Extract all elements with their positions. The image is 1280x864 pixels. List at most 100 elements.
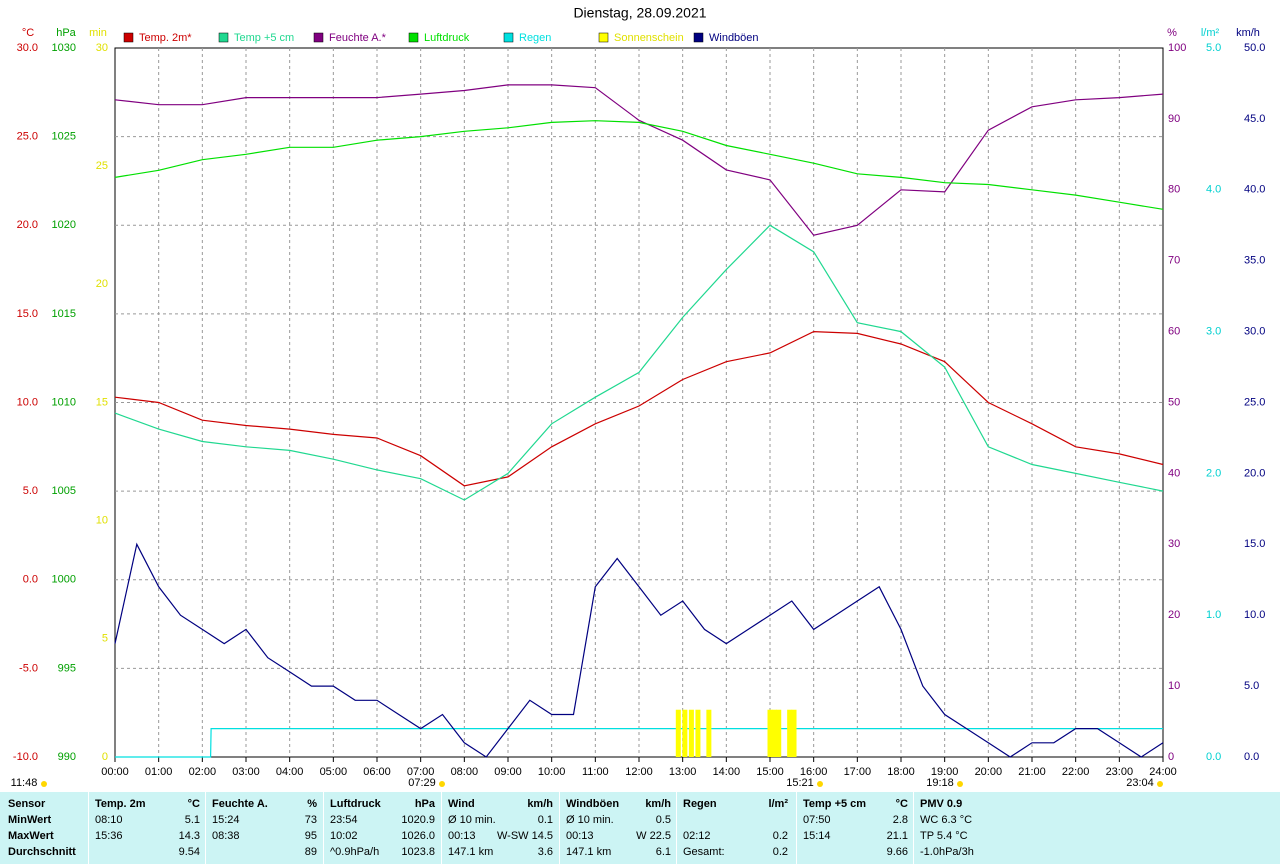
column-separator	[796, 792, 797, 864]
table-cell: Feuchte A.	[212, 798, 268, 810]
y-tick-label: 50.0	[1244, 42, 1265, 54]
x-tick-label: 13:00	[669, 766, 697, 778]
y-tick-label: 70	[1168, 255, 1180, 267]
y-tick-label: 1.0	[1206, 609, 1221, 621]
y-tick-label: 30	[96, 42, 108, 54]
y-tick-label: 10	[1168, 680, 1180, 692]
x-tick-label: 11:00	[582, 766, 609, 778]
table-cell: 95	[304, 830, 317, 842]
y-tick-label: 40.0	[1244, 184, 1265, 196]
x-tick-label: 04:00	[276, 766, 304, 778]
table-cell: hPa	[414, 798, 435, 810]
x-tick-label: 10:00	[538, 766, 566, 778]
axis-unit: hPa	[56, 27, 76, 39]
sunshine-bar	[767, 709, 773, 757]
y-tick-label: 0.0	[1206, 751, 1221, 763]
table-cell: ^0.9hPa/h	[330, 846, 380, 858]
sunshine-bar	[771, 709, 777, 757]
x-tick-label: 00:00	[101, 766, 129, 778]
sunshine-bar	[688, 709, 694, 757]
table-cell: PMV 0.9	[920, 798, 963, 810]
table-cell: 14.3	[178, 830, 200, 842]
y-tick-label: -10.0	[13, 751, 38, 763]
y-tick-label: 1030	[52, 42, 76, 54]
y-tick-label: 10.0	[17, 396, 38, 408]
column-separator	[676, 792, 677, 864]
y-tick-label: 1005	[52, 485, 76, 497]
annotation: 11:48	[11, 777, 38, 789]
table-cell: 5.1	[184, 814, 200, 826]
table-cell: 0.2	[772, 830, 788, 842]
y-tick-label: 1015	[52, 308, 76, 320]
table-cell: 1026.0	[401, 830, 435, 842]
table-cell: °C	[895, 798, 908, 810]
y-tick-label: 20.0	[17, 219, 38, 231]
x-tick-label: 09:00	[494, 766, 522, 778]
table-cell: 10:02	[330, 830, 358, 842]
y-tick-label: 3.0	[1206, 326, 1221, 338]
y-tick-label: 0.0	[23, 574, 38, 586]
series-line	[114, 330, 1164, 487]
series-line	[114, 224, 1164, 501]
summary-table: Sensor MinWert MaxWert Durchschnitt Temp. 2m…	[0, 792, 1280, 864]
table-cell: WC 6.3 °C	[920, 814, 973, 826]
legend-label: Feuchte A.*	[329, 32, 387, 44]
y-tick-label: 1025	[52, 131, 76, 143]
x-tick-label: 21:00	[1018, 766, 1046, 778]
y-tick-label: 0	[102, 751, 108, 763]
y-tick-label: -5.0	[19, 662, 38, 674]
table-cell: 21.1	[886, 830, 908, 842]
y-tick-label: 30	[1168, 538, 1180, 550]
table-cell: 08:38	[212, 830, 240, 842]
table-cell: 00:13	[566, 830, 594, 842]
y-tick-label: 25	[96, 160, 108, 172]
legend-swatch	[503, 32, 514, 43]
y-tick-label: 1020	[52, 219, 76, 231]
table-cell: Windböen	[566, 798, 620, 810]
y-tick-label: 30.0	[17, 42, 38, 54]
table-cell: MaxWert	[8, 830, 54, 842]
table-cell: Temp +5 cm	[803, 798, 867, 810]
axis-unit: °C	[22, 27, 34, 39]
y-tick-label: 30.0	[1244, 326, 1265, 338]
legend-swatch	[123, 32, 134, 43]
y-tick-label: 25.0	[17, 131, 38, 143]
series-line	[114, 84, 1164, 236]
x-tick-label: 02:00	[189, 766, 217, 778]
table-cell: 2.8	[892, 814, 908, 826]
table-cell: 0.1	[537, 814, 553, 826]
sunshine-bar	[682, 709, 688, 757]
y-tick-label: 0	[1168, 751, 1174, 763]
table-cell: W-SW 14.5	[496, 830, 553, 842]
table-cell: W 22.5	[636, 830, 671, 842]
table-cell: Temp. 2m	[95, 798, 146, 810]
sunshine-bar	[706, 709, 712, 757]
legend-label: Sonnenschein	[614, 32, 684, 44]
y-tick-label: 0.0	[1244, 751, 1259, 763]
x-tick-label: 20:00	[975, 766, 1003, 778]
table-cell: Regen	[683, 798, 717, 810]
y-tick-label: 4.0	[1206, 184, 1221, 196]
table-cell: km/h	[527, 798, 553, 810]
x-tick-label: 03:00	[232, 766, 260, 778]
sun-marker	[439, 781, 445, 787]
table-cell: 23:54	[330, 814, 358, 826]
table-cell: 3.6	[537, 846, 553, 858]
table-cell: 02:12	[683, 830, 711, 842]
axis-unit: %	[1167, 27, 1177, 39]
table-cell: 0.5	[655, 814, 671, 826]
table-cell: Luftdruck	[330, 798, 381, 810]
column-separator	[88, 792, 89, 864]
x-tick-label: 01:00	[145, 766, 173, 778]
sun-marker	[957, 781, 963, 787]
y-tick-label: 15	[96, 396, 108, 408]
annotation: 15:21	[786, 777, 814, 789]
y-tick-label: 20	[1168, 609, 1180, 621]
table-cell: 07:50	[803, 814, 831, 826]
table-cell: 15:36	[95, 830, 123, 842]
y-tick-label: 5	[102, 633, 108, 645]
table-cell: TP 5.4 °C	[920, 830, 968, 842]
table-cell: 9.54	[178, 846, 200, 858]
y-tick-label: 10.0	[1244, 609, 1265, 621]
